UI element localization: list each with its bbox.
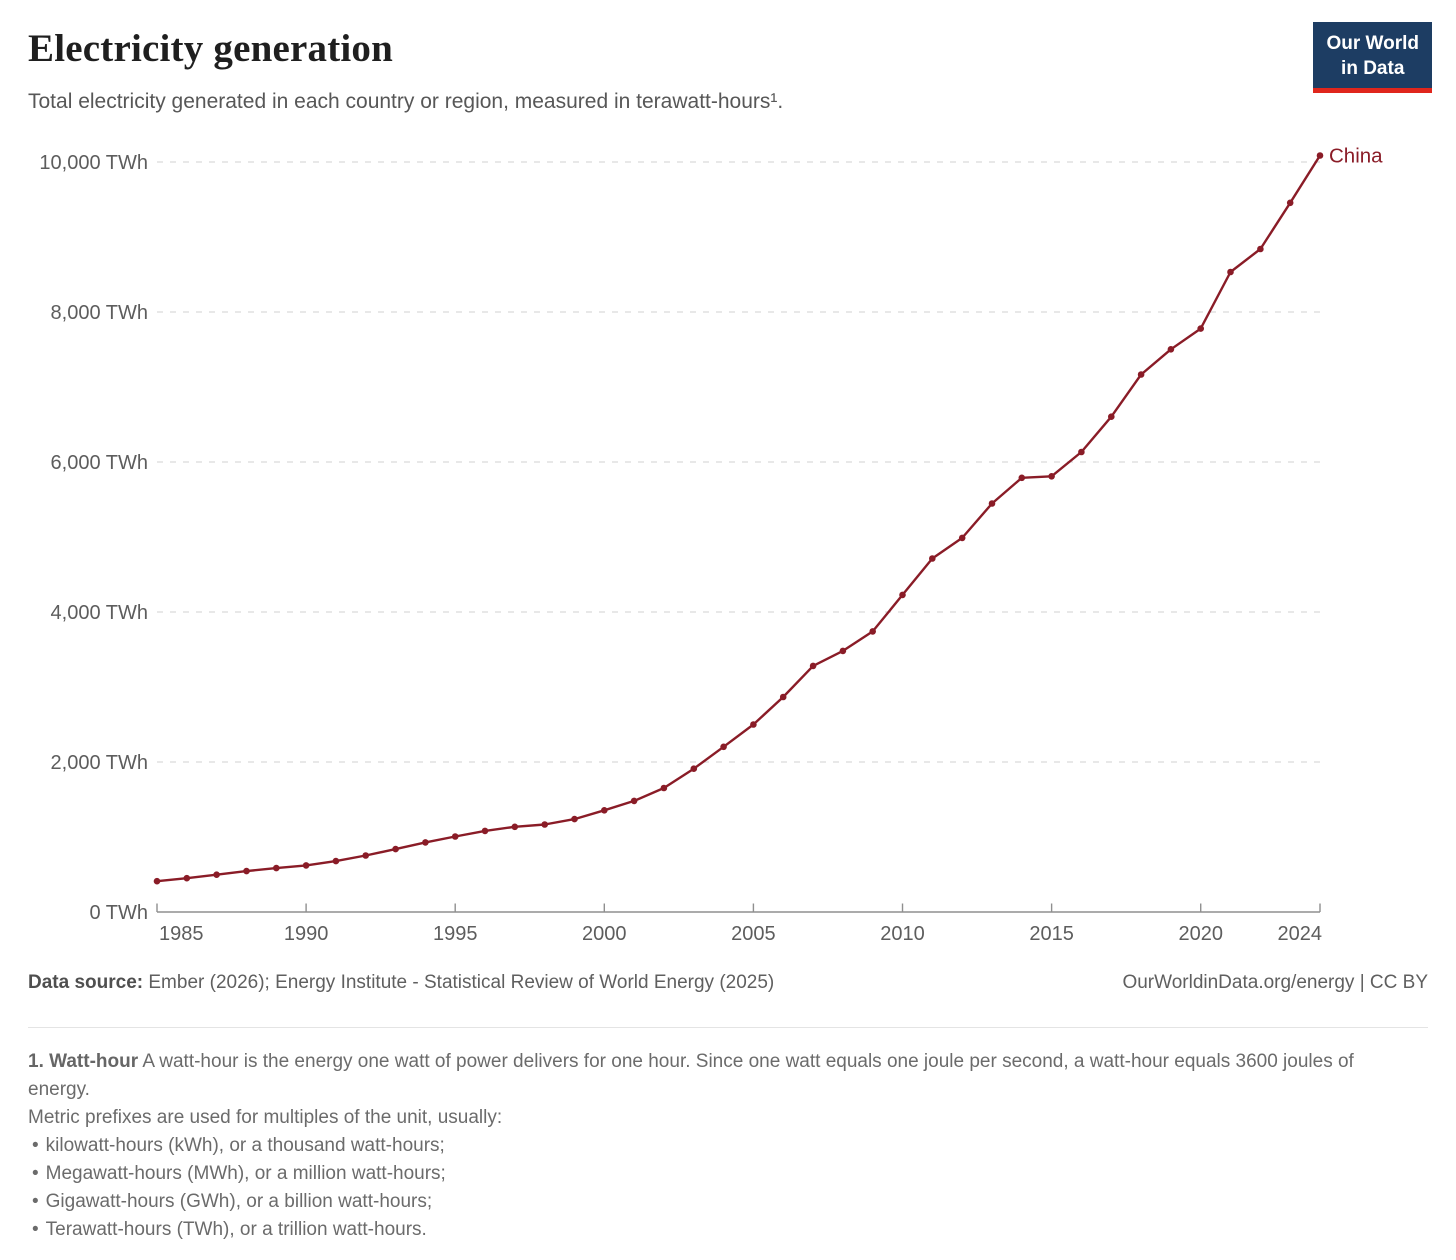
data-line-china: [155, 154, 1322, 883]
data-point[interactable]: [451, 833, 459, 840]
data-point[interactable]: [332, 857, 340, 865]
data-point[interactable]: [630, 797, 638, 805]
data-point[interactable]: [601, 807, 608, 814]
x-tick-label: 2005: [731, 923, 776, 945]
chart-footer: Data source: Ember (2026); Energy Instit…: [28, 972, 1428, 994]
footnote-bullet-text: Gigawatt-hours (GWh), or a billion watt-…: [45, 1191, 433, 1212]
footnote-bullet-text: Terawatt-hours (TWh), or a trillion watt…: [45, 1219, 427, 1240]
data-point[interactable]: [1078, 448, 1085, 456]
y-tick-label: 0 TWh: [89, 902, 148, 924]
series-label-china[interactable]: China: [1329, 144, 1383, 167]
data-point[interactable]: [720, 743, 727, 751]
data-point[interactable]: [958, 534, 966, 542]
footnote-ref-text: A watt-hour is the energy one watt of po…: [28, 1051, 1354, 1100]
data-point[interactable]: [869, 628, 876, 635]
y-tick-label: 8,000 TWh: [51, 302, 148, 324]
chart-area[interactable]: 0 TWh 2,000 TWh 4,000 TWh 6,000 TWh 8,000 TW…: [0, 128, 1456, 958]
bullet-icon: •: [32, 1135, 39, 1156]
data-point[interactable]: [899, 591, 906, 599]
data-source-text: Ember (2026); Energy Institute - Statist…: [143, 972, 775, 993]
x-tick-label: 1995: [433, 923, 478, 945]
data-point[interactable]: [1286, 199, 1294, 207]
data-point[interactable]: [1048, 473, 1055, 480]
x-tick-label: 2024: [1278, 923, 1323, 945]
data-point[interactable]: [481, 827, 489, 835]
y-tick-label: 10,000 TWh: [39, 152, 148, 174]
x-tick-label: 2020: [1178, 923, 1223, 945]
data-point[interactable]: [809, 662, 817, 670]
data-point[interactable]: [1108, 413, 1115, 421]
data-point[interactable]: [153, 877, 161, 885]
x-tick-label: 1990: [284, 923, 329, 945]
line-chart: 0 TWh 2,000 TWh 4,000 TWh 6,000 TWh 8,000 TW…: [39, 144, 1383, 945]
data-point[interactable]: [1137, 371, 1145, 378]
page-title: Electricity generation: [28, 27, 394, 70]
data-point[interactable]: [1197, 325, 1204, 332]
footer-divider: [28, 1027, 1428, 1028]
x-tick-label: 2010: [880, 923, 925, 945]
data-point[interactable]: [1316, 152, 1324, 159]
data-point[interactable]: [779, 693, 787, 701]
footnote-bullet-3: • Gigawatt-hours (GWh), or a billion watt…: [28, 1188, 1372, 1216]
data-point[interactable]: [273, 864, 280, 872]
data-point[interactable]: [660, 784, 668, 792]
data-point[interactable]: [839, 647, 847, 655]
chart-subtitle: Total electricity generated in each coun…: [28, 90, 784, 113]
footnote-definition: 1. Watt-hour A watt-hour is the energy o…: [28, 1048, 1372, 1104]
footnote-bullet-1: • kilowatt-hours (kWh), or a thousand wat…: [28, 1132, 1372, 1160]
data-point[interactable]: [750, 721, 757, 728]
data-point[interactable]: [929, 555, 936, 562]
owid-logo-line1: Our World: [1326, 33, 1419, 54]
data-point[interactable]: [243, 867, 250, 875]
y-tick-label: 6,000 TWh: [51, 452, 148, 474]
footnote-metric-line: Metric prefixes are used for multiples o…: [28, 1107, 503, 1128]
footnote-bullet-text: Megawatt-hours (MWh), or a million watt-…: [45, 1163, 446, 1184]
data-point[interactable]: [690, 765, 698, 772]
bullet-icon: •: [32, 1163, 39, 1184]
y-tick-label: 2,000 TWh: [51, 752, 148, 774]
footnote-bullet-2: • Megawatt-hours (MWh), or a million watt…: [28, 1160, 1372, 1188]
footnote-block: 1. Watt-hour A watt-hour is the energy o…: [28, 1048, 1372, 1244]
footnote-bullet-text: kilowatt-hours (kWh), or a thousand watt…: [45, 1135, 445, 1156]
data-point[interactable]: [183, 874, 191, 882]
data-point[interactable]: [541, 821, 548, 828]
footnote-ref-label: 1. Watt-hour: [28, 1051, 139, 1072]
data-point[interactable]: [511, 823, 519, 831]
data-point[interactable]: [302, 862, 310, 869]
footnote-bullet-4: • Terawatt-hours (TWh), or a trillion wat…: [28, 1216, 1372, 1244]
data-point[interactable]: [1018, 474, 1026, 482]
data-point[interactable]: [362, 852, 370, 859]
data-point[interactable]: [571, 815, 578, 823]
y-tick-label: 4,000 TWh: [51, 602, 148, 624]
x-tick-label: 2000: [582, 923, 627, 945]
data-point[interactable]: [213, 871, 220, 878]
data-point[interactable]: [1257, 245, 1264, 253]
data-point[interactable]: [988, 500, 996, 507]
data-point[interactable]: [422, 839, 429, 846]
owid-logo-line2: in Data: [1341, 58, 1405, 80]
x-tick-label: 2015: [1029, 923, 1074, 945]
data-source: Data source: Ember (2026); Energy Instit…: [28, 972, 774, 994]
owid-logo[interactable]: Our World in Data: [1313, 22, 1432, 94]
x-tick-label: 1985: [159, 923, 204, 945]
data-source-label: Data source:: [28, 972, 144, 993]
bullet-icon: •: [32, 1219, 39, 1240]
owid-link[interactable]: OurWorldinData.org/energy | CC BY: [1122, 972, 1428, 993]
data-point[interactable]: [1167, 346, 1175, 353]
data-point[interactable]: [1227, 268, 1234, 276]
bullet-icon: •: [32, 1191, 39, 1212]
data-point[interactable]: [392, 845, 399, 853]
